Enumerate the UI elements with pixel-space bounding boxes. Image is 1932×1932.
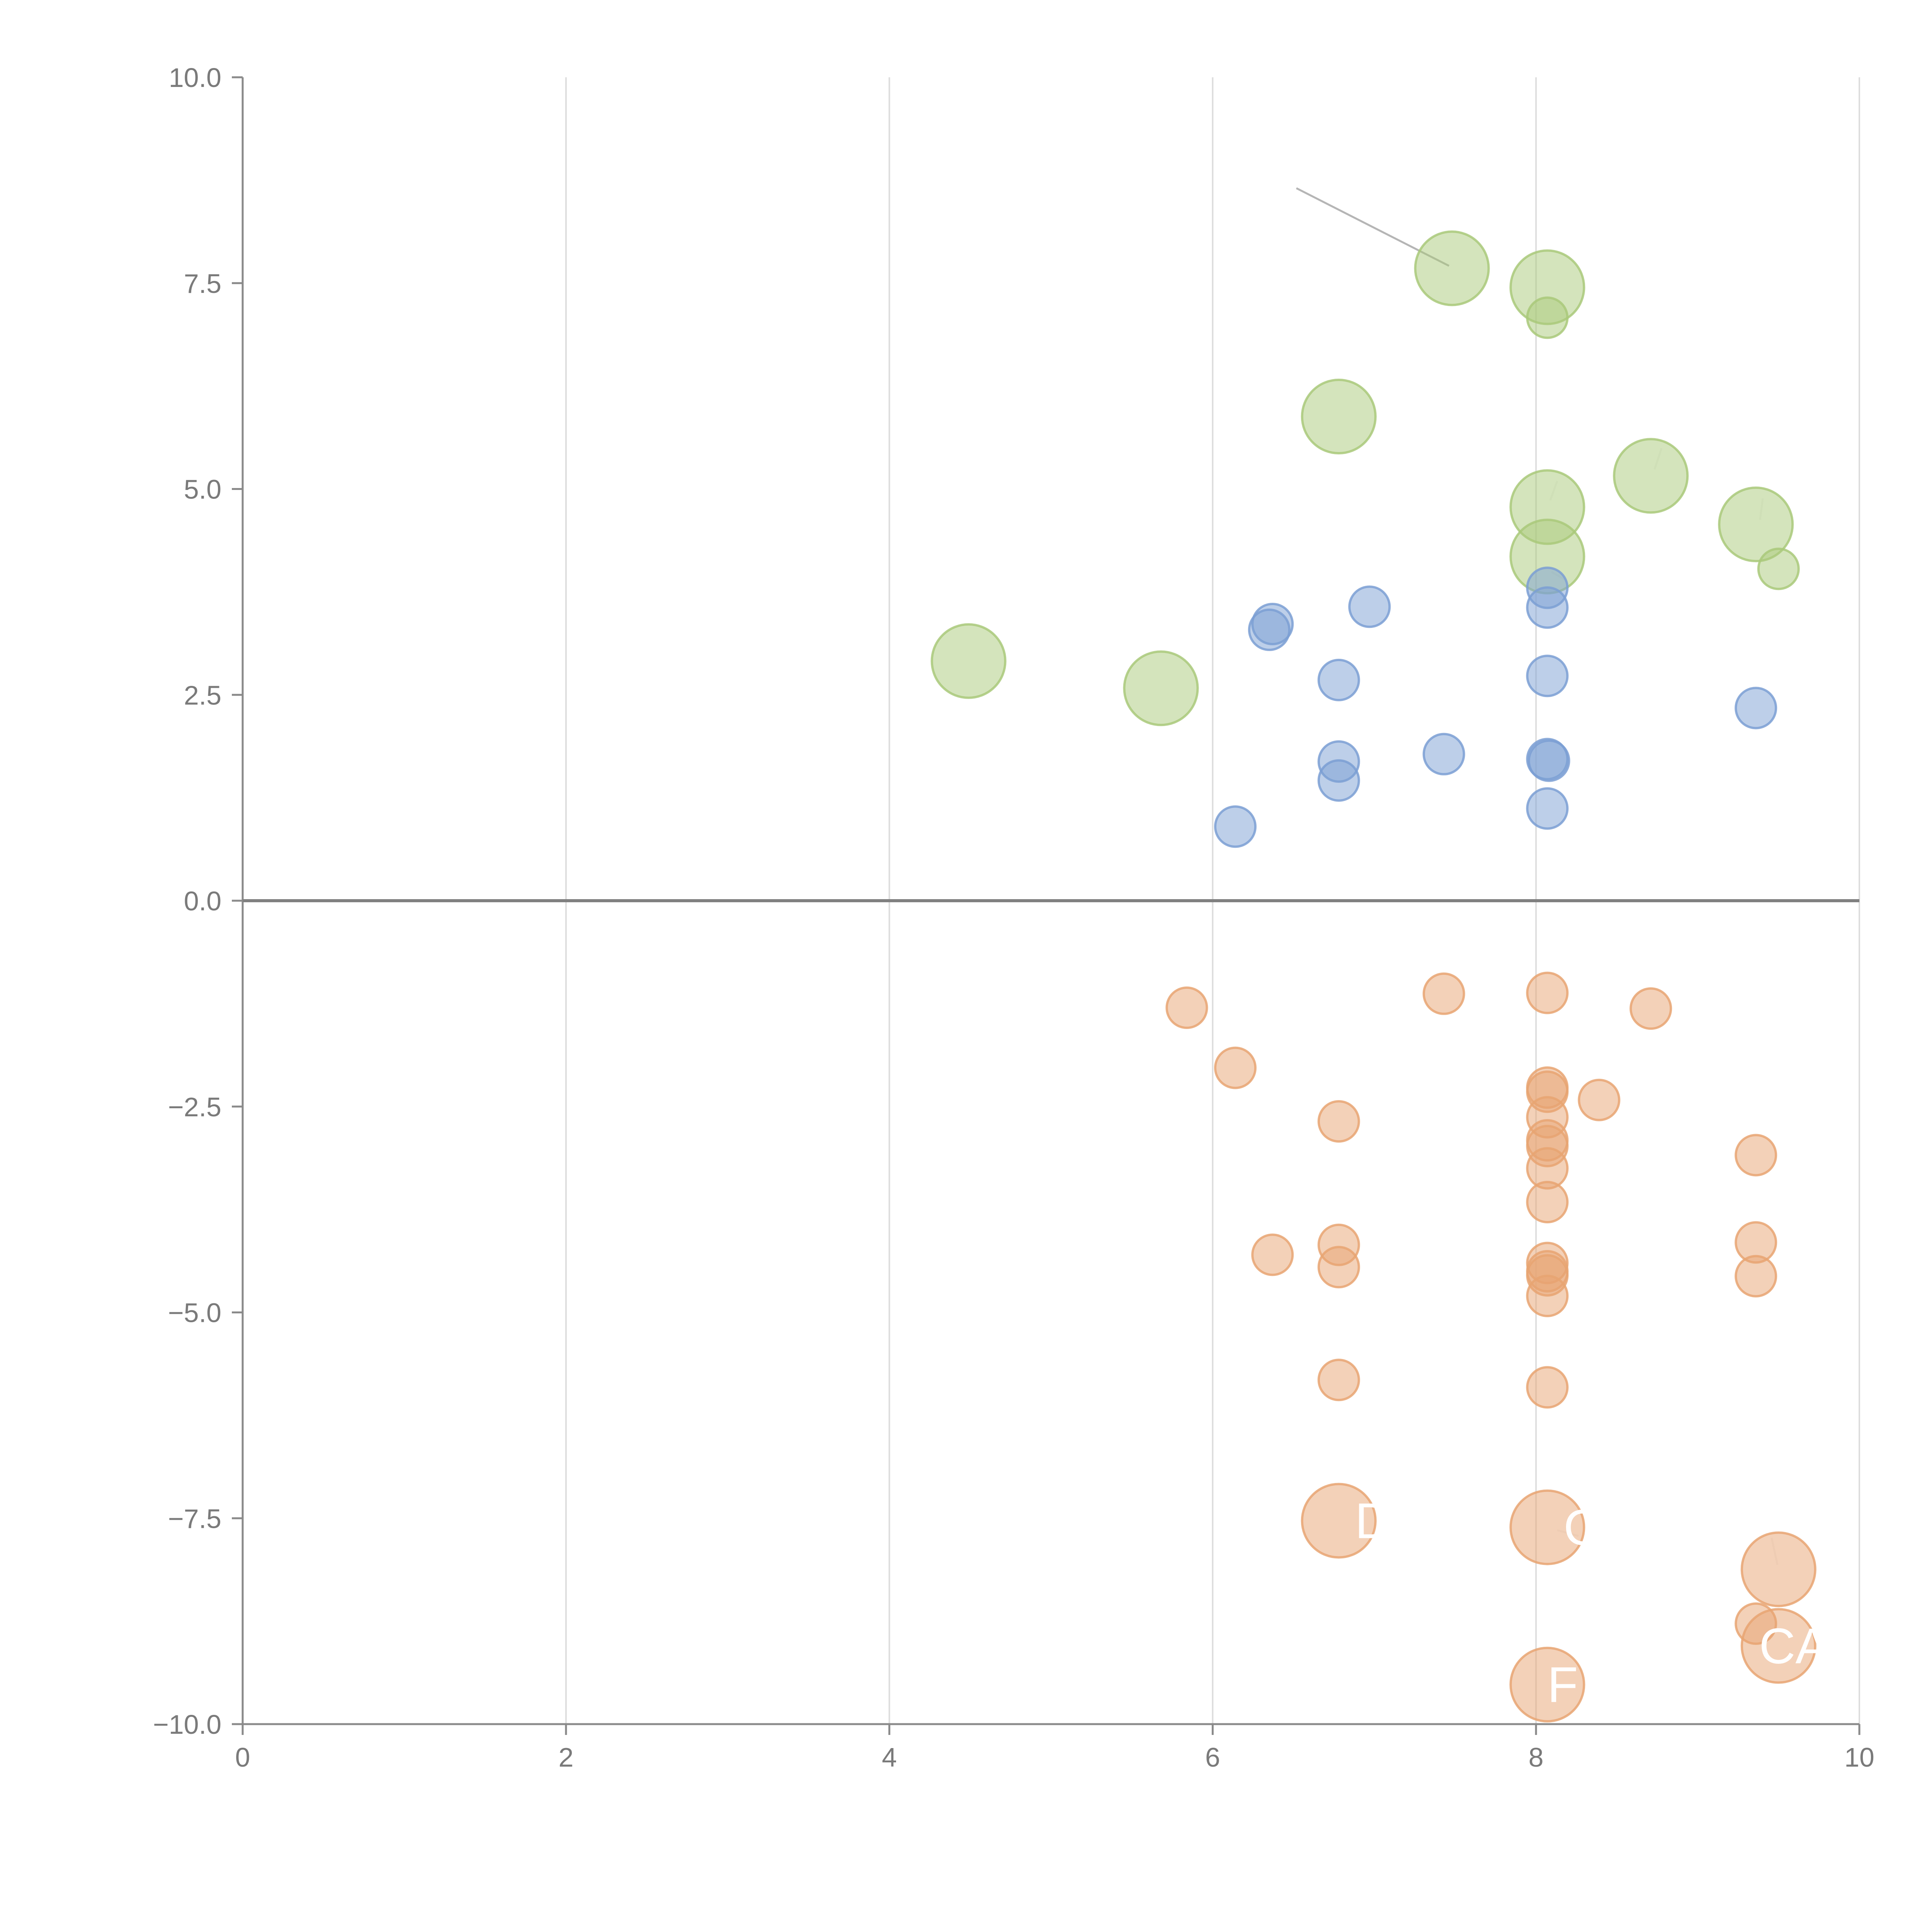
bubbles — [930, 230, 1816, 1723]
x-tick-label: 0 — [235, 1742, 250, 1772]
x-tick-label: 8 — [1529, 1742, 1544, 1772]
bubble-label: CA — [1759, 1618, 1829, 1674]
bubble-point — [1317, 658, 1360, 701]
bubble-point — [1422, 972, 1465, 1015]
bubble-point — [1317, 1100, 1360, 1143]
bubble-point — [1526, 655, 1569, 697]
bubble-point — [1248, 608, 1291, 651]
bubble-point — [1123, 650, 1199, 726]
x-tick-label: 6 — [1205, 1742, 1220, 1772]
bubble-point — [1348, 585, 1391, 628]
x-tick-label: 10 — [1844, 1742, 1874, 1772]
bubble-point — [1735, 1255, 1777, 1298]
bubble-point — [1757, 548, 1800, 590]
bubble-point — [1214, 1046, 1257, 1089]
y-tick-label: 7.5 — [184, 269, 221, 299]
bubble-point — [930, 623, 1007, 699]
bubble-point — [1629, 987, 1672, 1030]
bubble-point — [1526, 1274, 1569, 1317]
bubble-point — [1317, 1246, 1360, 1289]
bubble-label: C — [1563, 1499, 1600, 1556]
bubble-point — [1509, 1646, 1585, 1723]
y-tick-label: −10.0 — [153, 1709, 221, 1740]
x-tick-label: 4 — [882, 1742, 897, 1772]
bubble-point — [1613, 438, 1689, 514]
y-tick-label: −5.0 — [168, 1298, 221, 1328]
bubble-point — [1251, 1233, 1294, 1276]
bubble-point — [1526, 586, 1569, 629]
bubble-point — [1740, 1531, 1816, 1607]
bubble-label: D — [1355, 1493, 1391, 1549]
bubble-point — [1301, 378, 1377, 454]
bubble-labels: D C CA F — [1355, 1493, 1829, 1713]
bubble-point — [1526, 971, 1569, 1014]
bubble-point — [1718, 486, 1794, 563]
x-tick-label: 2 — [558, 1742, 573, 1772]
bubble-point — [1526, 787, 1569, 830]
bubble-point — [1301, 1483, 1377, 1559]
bubble-point — [1735, 687, 1777, 730]
axes: 10.0 7.5 5.0 2.5 0.0 −2.5 −5.0 −7.5 −10.0 0 2 4 6 8 10 — [153, 63, 1874, 1772]
bubble-point — [1214, 805, 1257, 848]
bubble-label: F — [1547, 1656, 1578, 1713]
bubble-point — [1509, 1489, 1585, 1565]
y-tick-label: 10.0 — [169, 63, 221, 93]
y-tick-label: 5.0 — [184, 474, 221, 505]
y-tick-label: 2.5 — [184, 680, 221, 710]
bubble-point — [1414, 230, 1490, 306]
bubble-point — [1317, 1359, 1360, 1401]
bubble-point — [1578, 1078, 1621, 1121]
bubble-point — [1165, 986, 1208, 1029]
bubble-point — [1422, 733, 1465, 776]
y-tick-label: −7.5 — [168, 1503, 221, 1534]
bubble-point — [1735, 1134, 1777, 1177]
y-tick-label: 0.0 — [184, 886, 221, 916]
bubble-point — [1740, 1608, 1816, 1684]
bubble-point — [1317, 759, 1360, 802]
bubble-point — [1526, 1180, 1569, 1223]
bubble-point — [1527, 739, 1570, 782]
bubble-point — [1526, 1366, 1569, 1409]
y-tick-label: −2.5 — [168, 1092, 221, 1122]
bubble-point — [1526, 296, 1569, 339]
